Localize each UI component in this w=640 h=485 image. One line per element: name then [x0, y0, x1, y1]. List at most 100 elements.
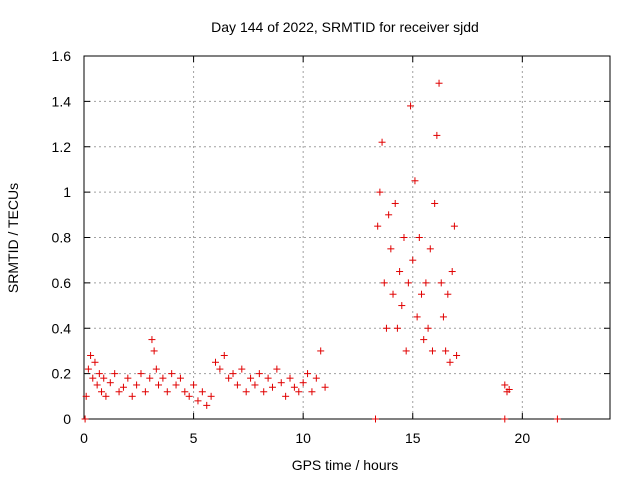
grid-layer	[84, 56, 610, 419]
data-point	[431, 199, 439, 207]
data-point	[553, 415, 561, 423]
data-point	[203, 401, 211, 409]
data-point	[128, 392, 136, 400]
y-tick-label: 0.8	[52, 230, 72, 246]
y-tick-label: 0.2	[52, 366, 72, 382]
data-point	[404, 279, 412, 287]
data-point	[398, 302, 406, 310]
data-point	[437, 279, 445, 287]
data-point	[282, 392, 290, 400]
data-point	[393, 324, 401, 332]
data-point	[380, 279, 388, 287]
data-point	[374, 222, 382, 230]
data-point	[428, 347, 436, 355]
data-point	[382, 324, 390, 332]
data-point	[299, 379, 307, 387]
y-tick-label: 0.6	[52, 275, 72, 291]
data-point	[247, 374, 255, 382]
data-point	[255, 370, 263, 378]
data-point	[137, 370, 145, 378]
data-point	[378, 138, 386, 146]
data-point	[111, 370, 119, 378]
data-point	[251, 381, 259, 389]
data-point	[89, 374, 97, 382]
x-tick-label: 20	[515, 430, 531, 446]
data-point	[435, 79, 443, 87]
data-point	[420, 336, 428, 344]
plot-frame	[83, 55, 611, 420]
data-point	[102, 392, 110, 400]
data-point	[442, 347, 450, 355]
data-point	[87, 351, 95, 359]
data-point	[124, 374, 132, 382]
data-point	[295, 388, 303, 396]
data-point	[389, 290, 397, 298]
data-point	[84, 365, 92, 373]
data-point	[501, 381, 509, 389]
data-point	[433, 131, 441, 139]
data-point	[304, 370, 312, 378]
data-point	[426, 245, 434, 253]
chart-title: Day 144 of 2022, SRMTID for receiver sjd…	[211, 19, 479, 35]
data-point	[194, 397, 202, 405]
data-point	[141, 388, 149, 396]
data-point	[273, 365, 281, 373]
data-point	[501, 415, 509, 423]
data-point	[415, 234, 423, 241]
y-tick-label: 0.4	[52, 320, 72, 336]
x-tick-label: 15	[405, 430, 421, 446]
data-point	[446, 358, 454, 366]
y-tick-label: 0	[63, 411, 71, 427]
data-point	[396, 268, 404, 276]
data-point	[277, 379, 285, 387]
data-point	[212, 358, 219, 366]
data-point	[100, 374, 108, 382]
data-point	[290, 383, 298, 391]
x-axis-label: GPS time / hours	[292, 457, 399, 473]
data-point	[260, 388, 268, 396]
y-tick-label: 1.6	[52, 48, 72, 64]
y-axis-label: SRMTID / TECUs	[5, 183, 21, 293]
data-point	[286, 374, 294, 382]
x-tick-label: 0	[80, 430, 88, 446]
data-point	[424, 324, 432, 332]
data-point	[233, 381, 241, 389]
data-point	[163, 388, 171, 396]
data-point	[216, 365, 224, 373]
data-point	[119, 383, 127, 391]
data-point	[155, 381, 163, 389]
data-point	[448, 268, 456, 276]
data-point	[225, 374, 233, 382]
y-tick-label: 1.2	[52, 139, 72, 155]
data-point	[150, 347, 158, 355]
data-point	[172, 381, 180, 389]
data-point	[439, 313, 447, 321]
data-point	[115, 388, 123, 396]
y-tick-label: 1	[63, 184, 71, 200]
data-point-layer	[81, 79, 561, 423]
x-tick-label: 5	[190, 430, 198, 446]
data-point	[95, 370, 103, 378]
data-point	[133, 381, 141, 389]
data-point	[371, 415, 379, 423]
data-point	[505, 386, 513, 394]
data-point	[264, 374, 272, 382]
data-point	[198, 388, 206, 396]
data-point	[411, 177, 419, 185]
data-point	[190, 381, 198, 389]
tick-label-layer: 0 5 10 15 20 0 0.2 0.4 0.6 0.8 1 1.2 1.4 1.6	[52, 48, 531, 446]
data-point	[91, 358, 99, 366]
data-point	[207, 392, 215, 400]
data-point	[82, 392, 90, 400]
data-point	[400, 234, 408, 241]
data-point	[385, 211, 393, 219]
data-point	[391, 199, 399, 207]
data-point	[148, 336, 156, 344]
data-point	[268, 383, 276, 391]
data-point	[229, 370, 237, 378]
data-point	[453, 351, 461, 359]
data-point	[387, 245, 395, 253]
tick-layer	[83, 55, 610, 420]
